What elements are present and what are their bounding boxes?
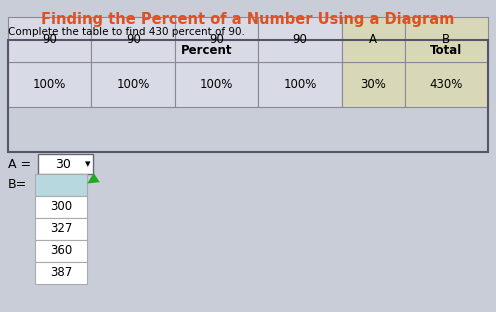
Bar	[342, 17, 405, 62]
Text: 100%: 100%	[33, 78, 66, 91]
Bar	[91, 62, 175, 107]
Text: 90: 90	[126, 33, 141, 46]
Text: ▾: ▾	[85, 159, 91, 169]
Text: 30: 30	[55, 158, 71, 170]
Bar	[258, 62, 342, 107]
Bar	[35, 218, 87, 240]
Bar	[8, 40, 488, 152]
Text: 300: 300	[50, 201, 72, 213]
Bar	[258, 17, 342, 62]
Bar	[35, 174, 87, 196]
Text: 90: 90	[42, 33, 57, 46]
Bar	[405, 62, 488, 107]
Text: A: A	[369, 33, 377, 46]
Bar	[175, 62, 258, 107]
Text: 90: 90	[209, 33, 224, 46]
Text: 100%: 100%	[200, 78, 234, 91]
Text: 100%: 100%	[284, 78, 317, 91]
Bar	[91, 17, 175, 62]
Bar	[35, 262, 87, 284]
Text: 430%: 430%	[430, 78, 463, 91]
Bar	[175, 17, 258, 62]
Text: 360: 360	[50, 245, 72, 257]
Text: B: B	[442, 33, 450, 46]
Text: Complete the table to find 430 percent of 90.: Complete the table to find 430 percent o…	[8, 27, 245, 37]
Bar	[405, 40, 488, 62]
Text: B=: B=	[8, 178, 27, 192]
Bar	[8, 17, 91, 62]
Text: 30%: 30%	[360, 78, 386, 91]
Text: 327: 327	[50, 222, 72, 236]
Text: A =: A =	[8, 158, 31, 170]
Bar	[8, 62, 91, 107]
Text: Percent: Percent	[181, 45, 232, 57]
Text: Total: Total	[430, 45, 462, 57]
Bar	[35, 240, 87, 262]
Text: Finding the Percent of a Number Using a Diagram: Finding the Percent of a Number Using a …	[41, 12, 455, 27]
Bar	[38, 154, 93, 174]
Bar	[8, 40, 405, 62]
Bar	[342, 62, 405, 107]
Text: 387: 387	[50, 266, 72, 280]
Bar	[35, 196, 87, 218]
Text: 90: 90	[293, 33, 308, 46]
Bar	[405, 17, 488, 62]
Text: 100%: 100%	[117, 78, 150, 91]
